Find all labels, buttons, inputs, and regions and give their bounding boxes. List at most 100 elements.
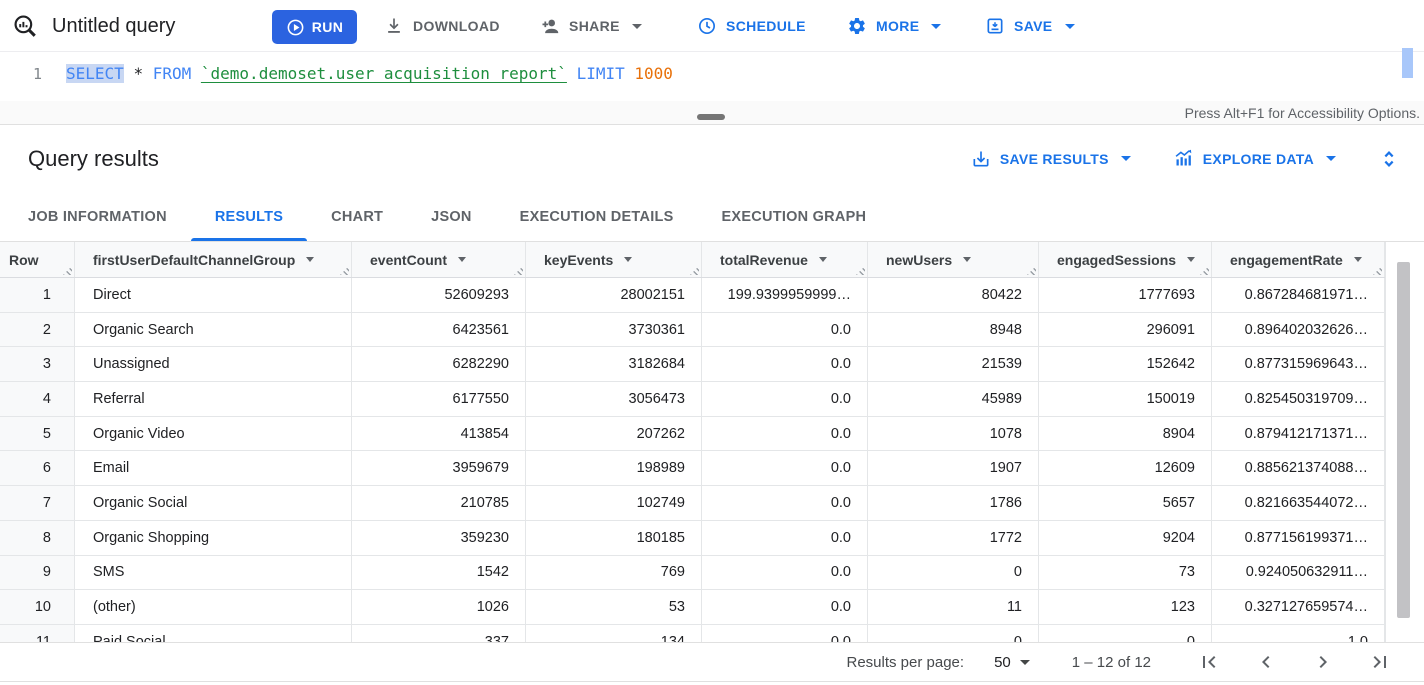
column-header-label: newUsers (886, 251, 953, 268)
table-cell: (other) (75, 590, 352, 624)
tab-job-information[interactable]: JOB INFORMATION (4, 192, 191, 241)
table-cell: 1772 (868, 520, 1039, 555)
panel-resize-handle[interactable] (697, 114, 725, 120)
chevron-down-icon (1019, 659, 1030, 665)
save-icon (985, 16, 1005, 36)
table-cell: Organic Shopping (75, 520, 352, 555)
column-header-label: totalRevenue (720, 251, 808, 268)
schedule-button[interactable]: SCHEDULE (697, 0, 806, 52)
sql-token (124, 64, 134, 83)
column-header-label: engagedSessions (1057, 251, 1177, 268)
last-page-button[interactable] (1368, 650, 1392, 674)
table-cell: 0.867284681971… (1212, 278, 1385, 312)
column-resize-handle[interactable] (690, 266, 699, 275)
save-button[interactable]: SAVE (985, 0, 1075, 52)
share-button[interactable]: SHARE (539, 0, 642, 52)
save-results-button[interactable]: SAVE RESULTS (971, 149, 1131, 169)
column-menu-caret-icon[interactable] (306, 257, 315, 262)
table-cell: 210785 (352, 486, 526, 520)
table-row: 11 Paid Social 337 134 0.0 0 0 1.0 (0, 624, 1385, 642)
chevron-down-icon (1120, 156, 1131, 161)
column-header-eventCount[interactable]: eventCount (352, 242, 526, 277)
tab-chart[interactable]: CHART (307, 192, 407, 241)
column-header-label: firstUserDefaultChannelGroup (93, 251, 296, 268)
first-page-button[interactable] (1197, 650, 1221, 674)
editor-scrollbar[interactable] (1402, 48, 1413, 78)
table-row: 3 Unassigned 6282290 3182684 0.0 21539 152642 0… (0, 347, 1385, 383)
column-header-newUsers[interactable]: newUsers (868, 242, 1039, 277)
column-header-engagedSessions[interactable]: engagedSessions (1039, 242, 1212, 277)
tab-results[interactable]: RESULTS (190, 192, 308, 241)
next-page-button[interactable] (1311, 650, 1335, 674)
column-resize-handle[interactable] (514, 266, 523, 275)
column-resize-handle[interactable] (856, 266, 865, 275)
column-resize-handle[interactable] (340, 266, 349, 275)
run-button[interactable]: RUN (272, 10, 357, 44)
run-button-label: RUN (311, 19, 344, 35)
table-cell: 3959679 (352, 451, 526, 486)
table-row: 1 Direct 52609293 28002151 199.9399959999… 80… (0, 278, 1385, 313)
sql-token (567, 64, 577, 83)
more-button[interactable]: MORE (847, 0, 942, 52)
table-cell: 0.0 (702, 347, 868, 382)
chevron-down-icon (1064, 23, 1075, 29)
tab-label: EXECUTION DETAILS (519, 208, 674, 225)
sql-table-reference[interactable]: `demo.demoset.user_acquisition_report` (200, 64, 567, 83)
column-resize-handle[interactable] (63, 266, 72, 275)
column-menu-caret-icon[interactable] (624, 257, 633, 262)
column-menu-caret-icon[interactable] (818, 257, 827, 262)
table-cell: Organic Search (75, 312, 352, 347)
table-row: 5 Organic Video 413854 207262 0.0 1078 8904 0.8… (0, 416, 1385, 452)
clock-icon (697, 16, 717, 36)
column-resize-handle[interactable] (1200, 266, 1209, 275)
sql-token: 1000 (634, 64, 673, 83)
table-cell: 152642 (1039, 347, 1212, 382)
previous-page-button[interactable] (1254, 650, 1278, 674)
column-header-totalRevenue[interactable]: totalRevenue (702, 242, 868, 277)
table-body: 1 Direct 52609293 28002151 199.9399959999… 80… (0, 278, 1385, 642)
tab-execution-graph[interactable]: EXECUTION GRAPH (698, 192, 891, 241)
table-cell: Email (75, 451, 352, 486)
table-row: 8 Organic Shopping 359230 180185 0.0 1772 9204… (0, 520, 1385, 556)
table-cell: 52609293 (352, 278, 526, 312)
column-header-Row[interactable]: Row (0, 242, 75, 277)
download-button[interactable]: DOWNLOAD (384, 0, 500, 52)
column-menu-caret-icon[interactable] (963, 257, 972, 262)
table-cell: 0.896402032626… (1212, 312, 1385, 347)
column-resize-handle[interactable] (1027, 266, 1036, 275)
table-cell: 337 (352, 624, 526, 642)
table-cell: 0 (868, 555, 1039, 590)
tab-json[interactable]: JSON (407, 192, 496, 241)
sql-token: SELECT (66, 64, 124, 83)
sql-code-line[interactable]: SELECT * FROM `demo.demoset.user_acquisi… (44, 62, 673, 86)
sql-token: * (133, 64, 144, 83)
table-scrollbar-track[interactable] (1385, 242, 1424, 642)
sql-editor[interactable]: 1 SELECT * FROM `demo.demoset.user_acqui… (0, 48, 1424, 101)
column-resize-handle[interactable] (1373, 266, 1382, 275)
explore-data-button[interactable]: EXPLORE DATA (1173, 148, 1336, 169)
row-number-cell: 11 (0, 624, 75, 642)
tab-execution-details[interactable]: EXECUTION DETAILS (496, 192, 698, 241)
table-cell: 11 (868, 590, 1039, 624)
table-cell: 0.877315969643… (1212, 347, 1385, 382)
expand-panel-button[interactable] (1378, 148, 1400, 170)
table-cell: 6177550 (352, 382, 526, 416)
column-menu-caret-icon[interactable] (458, 257, 466, 262)
column-menu-caret-icon[interactable] (1353, 257, 1362, 262)
column-header-firstUserDefaultChannelGroup[interactable]: firstUserDefaultChannelGroup (75, 242, 352, 277)
sql-token (191, 64, 201, 83)
page-size-select[interactable]: 50 (994, 654, 1030, 671)
table-cell: 296091 (1039, 312, 1212, 347)
chevron-down-icon (931, 23, 942, 29)
column-header-engagementRate[interactable]: engagementRate (1212, 242, 1385, 277)
table-scrollbar-thumb[interactable] (1397, 262, 1410, 618)
gear-icon (847, 16, 867, 36)
table-cell: 0.825450319709… (1212, 382, 1385, 416)
row-number-cell: 6 (0, 451, 75, 486)
table-cell: 3182684 (526, 347, 702, 382)
table-cell: 150019 (1039, 382, 1212, 416)
column-header-keyEvents[interactable]: keyEvents (526, 242, 702, 277)
column-menu-caret-icon[interactable] (1187, 257, 1196, 262)
table-cell: 0.885621374088… (1212, 451, 1385, 486)
bigquery-logo-icon (12, 0, 38, 52)
